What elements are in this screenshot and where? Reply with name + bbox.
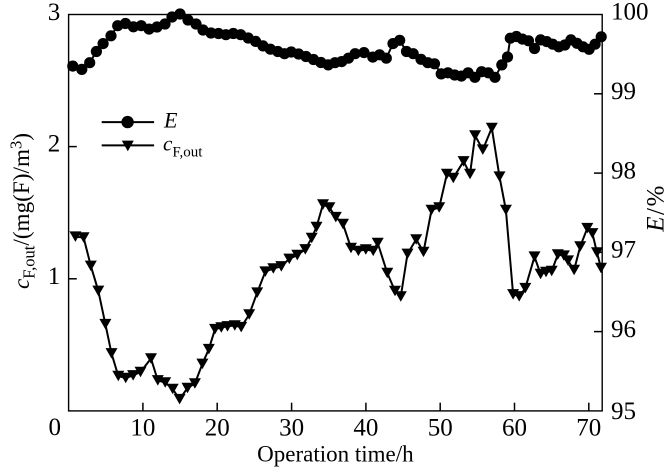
svg-text:96: 96 (611, 316, 636, 343)
svg-text:E/%: E/% (643, 186, 669, 233)
svg-text:60: 60 (502, 415, 527, 442)
svg-text:98: 98 (611, 157, 636, 184)
svg-text:99: 99 (611, 78, 636, 105)
svg-text:2: 2 (48, 131, 61, 158)
svg-text:50: 50 (428, 415, 453, 442)
svg-text:1: 1 (48, 263, 61, 290)
svg-text:97: 97 (611, 237, 636, 264)
svg-text:20: 20 (205, 415, 230, 442)
svg-text:100: 100 (611, 0, 649, 26)
svg-text:10: 10 (130, 415, 155, 442)
svg-text:95: 95 (611, 398, 636, 425)
svg-text:0: 0 (48, 414, 61, 441)
svg-text:E: E (163, 108, 178, 133)
svg-text:30: 30 (279, 415, 304, 442)
svg-text:3: 3 (48, 0, 61, 26)
svg-text:Operation time/h: Operation time/h (257, 441, 414, 466)
svg-text:70: 70 (576, 415, 601, 442)
svg-text:40: 40 (353, 415, 378, 442)
